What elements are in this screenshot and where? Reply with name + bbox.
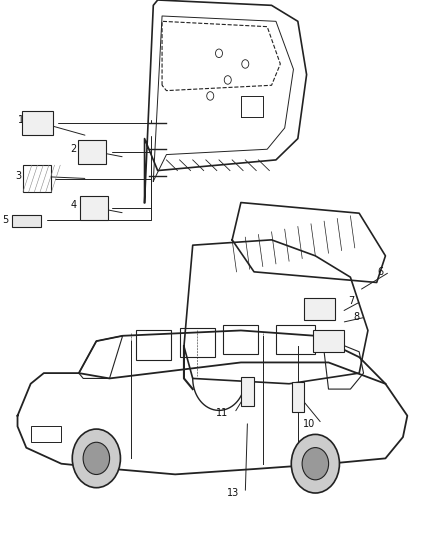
Bar <box>22 110 53 134</box>
Text: 10: 10 <box>303 419 315 429</box>
Text: 6: 6 <box>377 267 383 277</box>
Circle shape <box>302 448 328 480</box>
Circle shape <box>83 442 110 474</box>
Text: 3: 3 <box>16 171 22 181</box>
Circle shape <box>72 429 120 488</box>
Text: 8: 8 <box>353 312 359 322</box>
Text: 2: 2 <box>71 144 77 154</box>
Bar <box>78 140 106 164</box>
Bar <box>292 383 304 411</box>
Circle shape <box>291 434 339 493</box>
Bar <box>304 298 335 320</box>
Bar <box>136 330 171 360</box>
Bar <box>313 330 344 352</box>
Bar <box>31 426 61 442</box>
Bar <box>12 215 40 227</box>
Text: 7: 7 <box>349 296 355 306</box>
Bar <box>223 325 258 354</box>
Text: 4: 4 <box>71 200 77 210</box>
Bar <box>23 165 52 192</box>
Bar <box>80 196 109 220</box>
Bar <box>276 325 315 354</box>
Bar <box>241 377 254 406</box>
Text: 11: 11 <box>215 408 228 418</box>
Text: 5: 5 <box>3 215 9 224</box>
Text: 1: 1 <box>18 115 24 125</box>
Text: 13: 13 <box>226 488 239 498</box>
Bar <box>180 328 215 357</box>
